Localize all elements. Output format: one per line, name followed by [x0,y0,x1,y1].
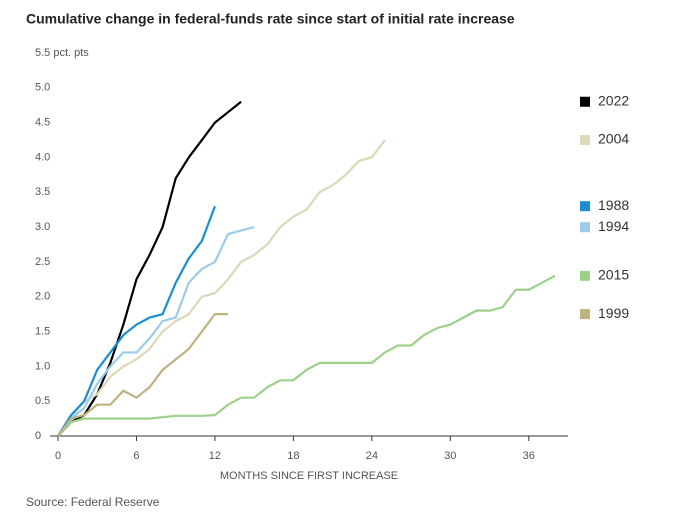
series-line [57,274,556,437]
y-tick-label: 4.0 [35,151,50,163]
y-tick-label: 4.5 [35,117,50,129]
series-line [57,313,228,437]
legend-swatch [580,96,590,107]
y-tick-label: 1.0 [35,360,50,372]
y-tick-label: 3.0 [35,221,50,233]
x-tick-label: 18 [287,450,299,462]
x-tick-label: 0 [55,450,61,462]
legend-label: 1988 [598,197,629,213]
x-tick-label: 30 [444,450,456,462]
x-axis-label: MONTHS SINCE FIRST INCREASE [220,470,398,482]
legend-swatch [580,135,590,146]
legend-label: 2015 [598,267,629,283]
series-line [57,205,216,437]
legend-label: 1994 [598,218,629,234]
legend-label: 2004 [598,131,629,147]
y-tick-label: 1.5 [35,325,50,337]
series-line [57,226,255,437]
legend-swatch [580,270,590,281]
y-tick-label: 5.5 pct. pts [35,47,89,59]
series-line [57,100,242,437]
legend-swatch [580,309,590,320]
y-tick-label: 2.5 [35,256,50,268]
y-tick-label: 0 [35,430,41,442]
x-tick-label: 6 [133,450,139,462]
y-tick-label: 2.0 [35,291,50,303]
source: Source: Federal Reserve [26,495,160,509]
legend-swatch [580,222,590,233]
x-tick-label: 12 [209,450,221,462]
y-tick-label: 0.5 [35,395,50,407]
chart-title: Cumulative change in federal-funds rate … [26,11,515,27]
y-tick-label: 3.5 [35,186,50,198]
x-tick-label: 36 [523,450,535,462]
x-tick-label: 24 [366,450,378,462]
legend-label: 2022 [598,92,629,108]
series-line [57,139,386,437]
y-tick-label: 5.0 [35,82,50,94]
legend-swatch [580,201,590,212]
legend-label: 1999 [598,305,629,321]
